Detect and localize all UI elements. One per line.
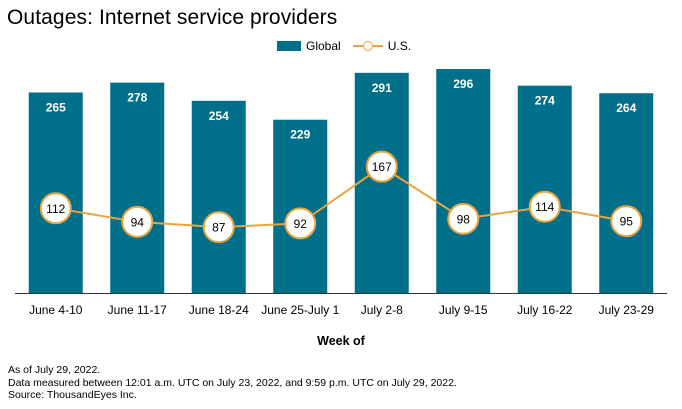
legend-item-global: Global [277, 39, 341, 53]
point-us [39, 192, 72, 225]
point-us [202, 211, 235, 244]
x-tick-label: July 2-8 [361, 303, 403, 317]
x-tick-label: July 9-15 [439, 303, 488, 317]
bar-value-label: 274 [535, 94, 555, 108]
legend-label-us: U.S. [387, 39, 412, 53]
point-us [365, 150, 398, 183]
bar-global [273, 119, 328, 294]
bar-value-label: 291 [372, 81, 392, 95]
bar-value-label: 278 [127, 91, 147, 105]
point-value-label: 167 [372, 160, 392, 174]
x-tick-label: June 11-17 [108, 303, 167, 317]
bar-global [354, 72, 409, 293]
legend: Global U.S. [277, 38, 423, 54]
legend-swatch-global [277, 41, 301, 51]
x-tick-label: June 4-10 [29, 303, 83, 317]
bar-value-label: 265 [46, 100, 66, 114]
legend-label-global: Global [306, 39, 341, 53]
point-value-label: 92 [294, 217, 308, 231]
point-value-label: 98 [457, 212, 471, 226]
x-axis-title: Week of [317, 334, 365, 348]
bar-value-label: 254 [209, 109, 229, 123]
footnote-as-of: As of July 29, 2022. [8, 364, 101, 376]
x-tick-label: July 23-29 [599, 303, 655, 317]
bar-global [110, 82, 165, 293]
footnote-source: Source: ThousandEyes Inc. [8, 389, 137, 401]
point-value-label: 112 [46, 202, 65, 216]
legend-swatch-us [352, 41, 383, 51]
point-value-label: 87 [212, 221, 226, 235]
x-tick-label: July 16-22 [517, 303, 573, 317]
bar-global [191, 100, 246, 293]
legend-item-us: U.S. [352, 39, 412, 53]
point-us [284, 207, 317, 240]
footnote-data-measured: Data measured between 12:01 a.m. UTC on … [8, 376, 457, 389]
point-value-label: 95 [620, 215, 634, 229]
bar-value-label: 229 [290, 128, 310, 142]
bar-global [599, 93, 654, 294]
footnotes: As of July 29, 2022. Data measured betwe… [8, 364, 457, 402]
x-tick-label: June 18-24 [189, 303, 249, 317]
point-value-label: 114 [535, 200, 554, 214]
chart-plot: 265 278 254 229 291 296 274 264 112 94 87 92 167 98 11… [15, 69, 667, 317]
bar-value-label: 296 [453, 77, 473, 91]
bar-global [517, 85, 572, 293]
point-us [447, 202, 480, 235]
point-us [121, 205, 154, 238]
bar-global [436, 69, 491, 293]
point-value-label: 94 [131, 215, 145, 229]
point-us [610, 205, 643, 238]
point-us [528, 190, 561, 223]
bar-value-label: 264 [616, 101, 636, 115]
chart-title: Outages: Internet service providers [7, 6, 338, 29]
x-tick-label: June 25-July 1 [261, 303, 339, 317]
